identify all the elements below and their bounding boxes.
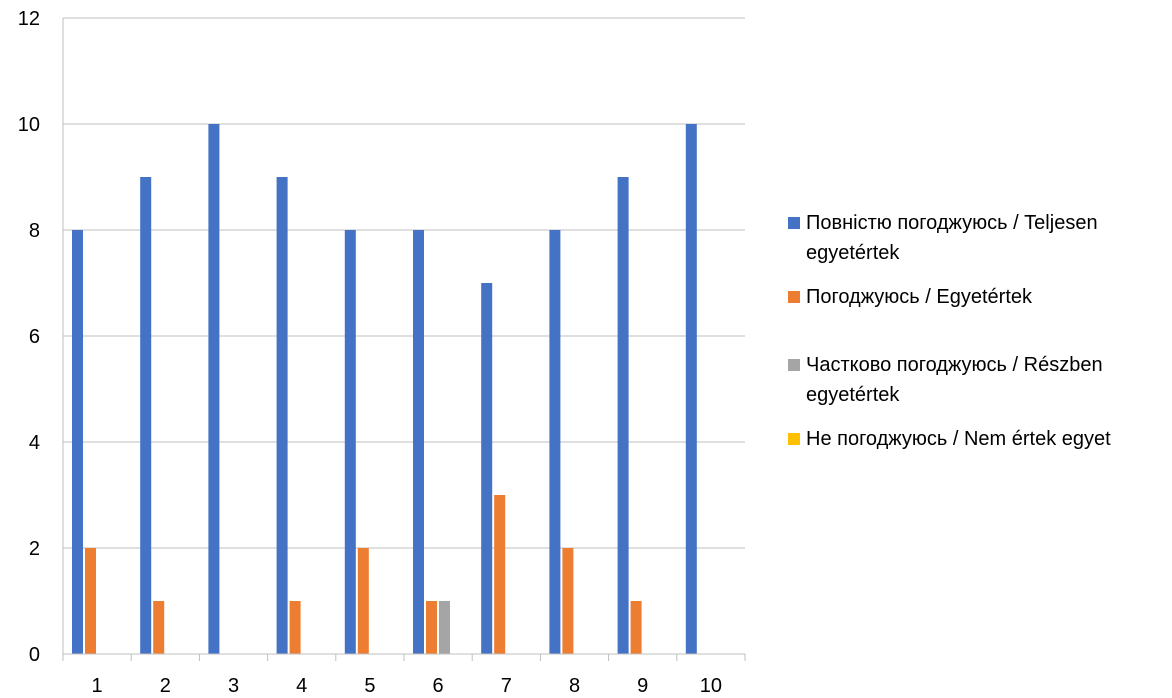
y-axis-tick-labels: 0 2 4 6 8 10 12 — [18, 8, 40, 666]
legend-label: Погоджуюсь / Egyetértek — [806, 286, 1033, 308]
bar-2-cat-7 — [494, 495, 506, 654]
bar-2-cat-4 — [289, 601, 301, 654]
bar-2-cat-9 — [630, 601, 642, 654]
legend: Повністю погоджуюсь / Teljesen egyetérte… — [788, 208, 1172, 454]
legend-swatch — [788, 433, 800, 445]
x-tick-label: 5 — [364, 675, 375, 697]
y-tick-label: 12 — [18, 8, 40, 30]
bar-2-cat-8 — [562, 548, 574, 654]
bar-1-cat-9 — [617, 177, 629, 654]
bar-1-cat-10 — [685, 124, 697, 654]
legend-item-partially-agree: Частково погоджуюсь / Részben egyetértek — [788, 350, 1172, 410]
bar-1-cat-2 — [140, 177, 152, 654]
x-tick-label: 6 — [433, 675, 444, 697]
legend-item-agree: Погоджуюсь / Egyetértek — [788, 282, 1172, 312]
bar-1-cat-3 — [208, 124, 220, 654]
bar-2-cat-5 — [357, 548, 369, 654]
y-tick-label: 2 — [29, 538, 40, 560]
bar-2-cat-1 — [85, 548, 96, 654]
y-tick-label: 4 — [29, 432, 40, 454]
bar-1-cat-5 — [344, 230, 356, 654]
bar-1-cat-8 — [549, 230, 561, 654]
axes — [62, 18, 746, 661]
x-tick-label: 7 — [501, 675, 512, 697]
y-tick-label: 6 — [29, 326, 40, 348]
x-tick-label: 9 — [637, 675, 648, 697]
bar-2-cat-6 — [426, 601, 437, 654]
bar-1-cat-4 — [276, 177, 288, 654]
x-axis-tick-labels: 1 2 3 4 5 6 7 8 9 10 — [92, 675, 722, 697]
x-tick-label: 3 — [228, 675, 239, 697]
bars — [72, 124, 697, 654]
x-tick-label: 2 — [160, 675, 171, 697]
legend-label: Не погоджуюсь / Nem értek egyet — [806, 428, 1111, 450]
legend-item-disagree: Не погоджуюсь / Nem értek egyet — [788, 424, 1172, 454]
legend-label: Повністю погоджуюсь / Teljesen egyetérte… — [806, 212, 1098, 264]
x-tick-label: 8 — [569, 675, 580, 697]
x-tick-label: 4 — [296, 675, 307, 697]
bar-1-cat-7 — [481, 283, 493, 654]
bar-3-cat-6 — [439, 601, 450, 654]
x-tick-label: 10 — [700, 675, 722, 697]
bar-2-cat-2 — [153, 601, 165, 654]
gridlines — [63, 17, 745, 549]
legend-label: Частково погоджуюсь / Részben egyetértek — [806, 354, 1103, 406]
y-tick-label: 10 — [18, 114, 40, 136]
legend-swatch — [788, 291, 800, 303]
bar-1-cat-1 — [72, 230, 83, 654]
legend-swatch — [788, 359, 800, 371]
bar-1-cat-6 — [413, 230, 424, 654]
legend-item-fully-agree: Повністю погоджуюсь / Teljesen egyetérte… — [788, 208, 1172, 268]
y-tick-label: 8 — [29, 220, 40, 242]
x-tick-label: 1 — [92, 675, 103, 697]
y-tick-label: 0 — [29, 644, 40, 666]
legend-swatch — [788, 217, 800, 229]
